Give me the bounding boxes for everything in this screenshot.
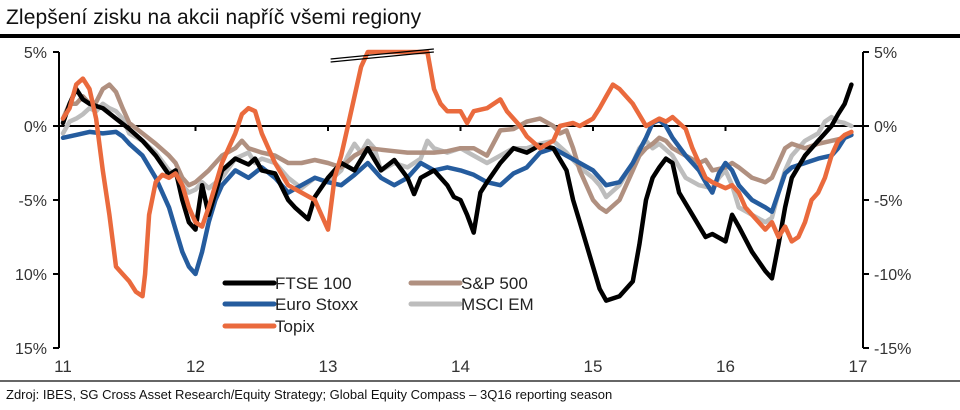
- y-tick-label-right: 0%: [874, 119, 897, 136]
- x-tick-label: 15: [584, 357, 603, 376]
- axis-break-marker: [330, 48, 434, 60]
- line-chart: 5% 5% 0% 0% -5% -5% 10% -10% 15% -15% 11 12 13 14 15 16…: [15, 45, 911, 376]
- y-tick-label-right: 5%: [874, 45, 897, 62]
- legend-label: Topix: [275, 317, 315, 336]
- axis-break-marker: [330, 51, 434, 63]
- legend-label: S&P 500: [461, 274, 528, 293]
- series-line-euro-stoxx: [60, 117, 854, 277]
- legend-item: MSCI EM: [408, 295, 534, 314]
- x-tick-label: 13: [319, 357, 338, 376]
- y-tick-label-left: 5%: [24, 45, 47, 62]
- axes: 5% 5% 0% 0% -5% -5% 10% -10% 15% -15% 11 12 13 14 15 16…: [15, 45, 911, 376]
- series-line-ftse-100: [60, 82, 854, 303]
- y-tick-label-left: -5%: [19, 193, 47, 210]
- y-tick-label-right: -5%: [874, 193, 902, 210]
- chart-title: Zlepšení zisku na akcii napříč všemi reg…: [6, 6, 422, 29]
- series-lines: [60, 48, 854, 303]
- legend-item: S&P 500: [408, 274, 528, 293]
- legend-item: FTSE 100: [222, 274, 352, 293]
- x-tick-label: 12: [186, 357, 205, 376]
- x-tick-label: 14: [451, 357, 470, 376]
- series-line-topix: [60, 49, 854, 299]
- source-note: Zdroj: IBES, SG Cross Asset Research/Equ…: [6, 387, 613, 402]
- source-divider: [0, 380, 960, 382]
- y-tick-label-right: -15%: [874, 341, 911, 358]
- title-divider: [0, 34, 960, 38]
- y-tick-label-left: 10%: [15, 267, 47, 284]
- legend-label: FTSE 100: [275, 274, 352, 293]
- legend-label: Euro Stoxx: [275, 295, 359, 314]
- x-tick-label: 16: [716, 357, 735, 376]
- legend-item: Euro Stoxx: [222, 295, 359, 314]
- x-tick-label: 11: [54, 357, 72, 376]
- y-tick-label-right: -10%: [874, 267, 911, 284]
- y-tick-label-left: 0%: [24, 119, 47, 136]
- legend: FTSE 100 Euro Stoxx Topix S&P 500 MSCI EM: [222, 274, 534, 336]
- legend-item: Topix: [222, 317, 315, 336]
- legend-label: MSCI EM: [461, 295, 534, 314]
- y-tick-label-left: 15%: [15, 341, 47, 358]
- x-tick-label: 17: [849, 357, 868, 376]
